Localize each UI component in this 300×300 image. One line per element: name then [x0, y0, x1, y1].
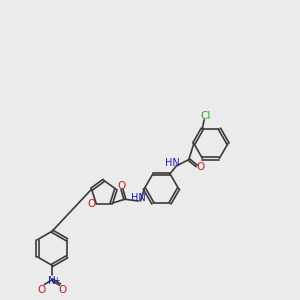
Text: N: N — [48, 276, 56, 286]
Text: Cl: Cl — [200, 111, 211, 121]
Text: O: O — [59, 285, 67, 295]
Text: O: O — [118, 181, 126, 191]
Text: +: + — [54, 276, 60, 285]
Text: O: O — [38, 285, 46, 295]
Text: O: O — [197, 162, 205, 172]
Text: O: O — [88, 199, 96, 209]
Text: HN: HN — [165, 158, 179, 168]
Text: HN: HN — [131, 193, 146, 203]
